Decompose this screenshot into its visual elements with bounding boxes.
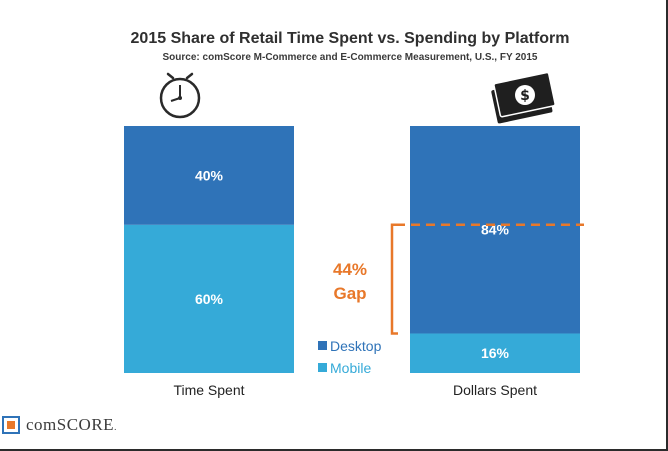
gap-annotation-value: 44% [333,260,367,279]
category-label-dollars-spent: Dollars Spent [453,382,537,398]
legend-label-desktop: Desktop [330,338,382,354]
chart-title: 2015 Share of Retail Time Spent vs. Spen… [130,30,570,47]
data-label-mobile-dollars-spent: 16% [481,345,510,361]
money-icon: $ [491,71,556,124]
bar-desktop-time-spent [124,126,294,225]
gap-annotation-label: Gap [333,284,366,303]
comscore-logo: comSCORE. [2,414,117,436]
svg-text:$: $ [520,88,530,104]
chart-subtitle: Source: comScore M-Commerce and E-Commer… [162,52,538,63]
data-label-desktop-time-spent: 40% [195,167,224,183]
comscore-logo-text: comSCORE. [26,415,117,434]
legend-label-mobile: Mobile [330,360,371,376]
bar-desktop-dollars-spent [410,126,580,334]
legend-swatch-desktop [318,341,327,350]
bar-mobile-time-spent [124,224,294,373]
clock-icon [159,72,201,119]
data-label-mobile-time-spent: 60% [195,291,224,307]
category-label-time-spent: Time Spent [173,382,244,398]
gap-bracket [390,223,398,335]
bar-mobile-dollars-spent [410,333,580,373]
legend-swatch-mobile [318,363,327,372]
comscore-logo-icon [2,416,20,434]
